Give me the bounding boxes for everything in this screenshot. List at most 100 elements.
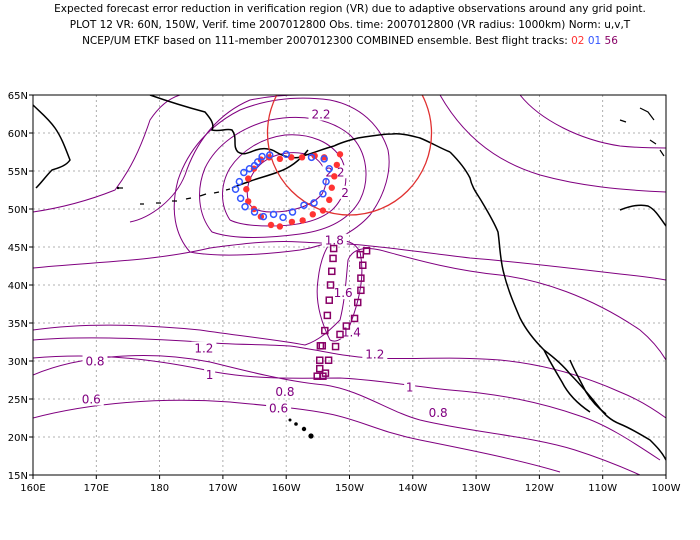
lon-tick-label: 160E [20,483,45,494]
track-01-point [265,151,274,159]
contour-label: 2 [341,186,349,200]
track-01-point [319,190,327,198]
lat-tick-label: 45N [8,243,28,254]
track-01-point [269,210,278,219]
lon-tick-label: 160W [272,483,301,494]
contour-label-bg [321,233,347,247]
coastlines [33,95,666,461]
track-02-point [298,154,306,161]
canadian-islands [619,107,665,157]
track-56-point [323,311,332,320]
track-01-point [279,213,287,222]
baja-california [543,349,591,413]
track-56-point [336,330,344,339]
lat-tick-label: 25N [8,395,28,406]
track-01-point [325,164,333,173]
contour-1 [33,355,661,461]
lon-tick-label: 170E [84,483,109,494]
track-02-point [245,175,252,182]
contour-label-bg [322,165,348,179]
contour-inner-2 [199,116,367,238]
track-01-point [320,155,328,163]
lat-tick-label: 20N [8,433,28,444]
contour-label: 1 [206,368,214,382]
track-56-point [318,342,327,350]
contour-1.4-a [33,247,666,361]
track-56-point [331,342,340,351]
contour-label-bg [308,107,334,121]
verification-region-circle [266,95,433,216]
title-line-1: Expected forecast error reduction in ver… [54,3,646,15]
track-01-point [307,153,316,162]
contour-label: 0.8 [429,406,448,420]
contour-label-bg [330,286,356,300]
track-56-point [329,244,338,253]
contour-label-bg [339,185,351,199]
track-56-point [326,281,335,289]
contour-label-bg [204,368,216,382]
sea-of-cortez [569,359,607,415]
track-56-point [329,254,337,263]
track-02-point [288,154,295,161]
track-01-point [250,208,259,216]
map-title: Expected forecast error reduction in ver… [0,1,700,49]
track-56-point [313,372,321,380]
track-01-point [288,208,297,216]
track-02-point [336,151,344,158]
flight-tracks [231,150,371,380]
contour-labels: 2.2 2.2 2 1.8 1.6 1.4 1.2 1.2 1 1 0.8 0.8 0.8 0.6 0.6 [78,107,451,420]
track-01-point [235,177,244,186]
track-56-point [362,247,371,255]
lon-tick-label: 130W [462,483,491,494]
contour-label: 0.6 [269,402,288,416]
contour-label: 1.4 [342,326,361,340]
lon-tick-label: 180 [150,483,169,494]
track-02-point [326,196,333,204]
track-56-point [357,274,365,282]
title-line-3: NCEP/UM ETKF based on 111-member 2007012… [0,33,700,49]
track-56-point [328,267,336,276]
aleutian-islands [118,187,231,205]
track-02-point [309,211,316,218]
track-01-point [259,212,268,221]
track-56-point [321,326,329,335]
contour-1.8 [33,240,666,281]
track-56-point [315,356,324,364]
track-02-point [245,198,252,205]
axis-tick-labels: 160E 170E 180 170W 160W 150W 140W 130W 120W 110W 1… [8,91,681,494]
lat-tick-label: 35N [8,319,28,330]
north-america-coast [449,151,666,461]
contour-label: 1.2 [194,342,213,356]
lat-tick-label: 60N [8,129,28,140]
track-56-point [353,298,362,307]
contour-label: 2.2 [311,108,330,122]
title-line-3-prefix: NCEP/UM ETKF based on 111-member 2007012… [82,35,568,47]
contour-label: 1.2 [365,348,384,362]
title-line-2: PLOT 12 VR: 60N, 150W, Verif. time 20070… [69,19,631,31]
lon-tick-label: 170W [208,483,237,494]
track-01-point [240,168,248,177]
contour-0.6 [33,399,561,473]
contour-label: 1.8 [325,234,344,248]
contour-label: 1.6 [334,286,353,300]
lon-tick-label: 150W [335,483,364,494]
track-56-point [357,286,365,295]
track-01-point [322,177,330,186]
contour-label-bg [191,341,217,355]
track-01-point [231,185,240,193]
contour-outer-1 [33,95,181,213]
lat-tick-label: 15N [8,471,28,482]
contour-label-bg [404,380,416,394]
track-02-point [267,221,275,229]
contour-label-bg [425,406,451,420]
track-56-point [356,250,365,259]
contour-outer-3 [173,97,390,256]
lon-tick-label: 140W [398,483,427,494]
track-02-point [299,217,306,224]
track-56-point [325,296,333,304]
track-02-point [243,186,250,193]
track-56-point [359,261,367,269]
contour-lines [33,95,666,475]
track-56-point [350,314,359,323]
